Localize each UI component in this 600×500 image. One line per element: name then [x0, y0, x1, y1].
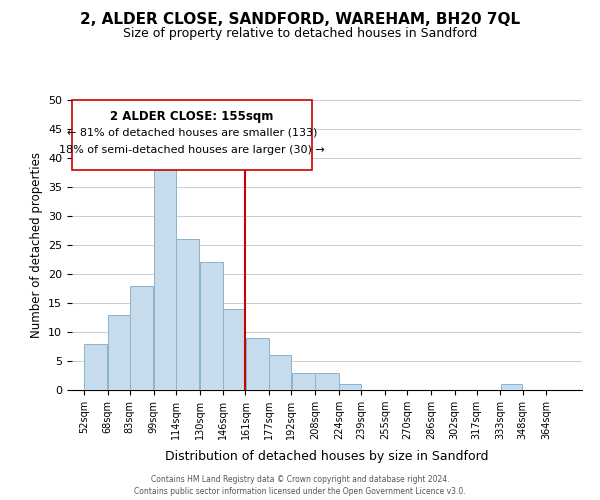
Bar	[339, 384, 361, 390]
Bar	[108, 314, 130, 390]
Bar	[130, 286, 154, 390]
Bar	[269, 355, 291, 390]
Bar	[84, 344, 107, 390]
Text: 2 ALDER CLOSE: 155sqm: 2 ALDER CLOSE: 155sqm	[110, 110, 274, 123]
Bar	[154, 152, 176, 390]
X-axis label: Distribution of detached houses by size in Sandford: Distribution of detached houses by size …	[165, 450, 489, 464]
Text: Contains public sector information licensed under the Open Government Licence v3: Contains public sector information licen…	[134, 486, 466, 496]
Bar	[316, 372, 338, 390]
Bar	[500, 384, 523, 390]
FancyBboxPatch shape	[72, 100, 312, 170]
Bar	[292, 372, 315, 390]
Text: 2, ALDER CLOSE, SANDFORD, WAREHAM, BH20 7QL: 2, ALDER CLOSE, SANDFORD, WAREHAM, BH20 …	[80, 12, 520, 28]
Text: Size of property relative to detached houses in Sandford: Size of property relative to detached ho…	[123, 28, 477, 40]
Bar	[176, 239, 199, 390]
Y-axis label: Number of detached properties: Number of detached properties	[29, 152, 43, 338]
Bar	[245, 338, 269, 390]
Text: ← 81% of detached houses are smaller (133): ← 81% of detached houses are smaller (13…	[67, 128, 317, 138]
Text: Contains HM Land Registry data © Crown copyright and database right 2024.: Contains HM Land Registry data © Crown c…	[151, 476, 449, 484]
Bar	[200, 262, 223, 390]
Text: 18% of semi-detached houses are larger (30) →: 18% of semi-detached houses are larger (…	[59, 145, 325, 155]
Bar	[223, 309, 245, 390]
